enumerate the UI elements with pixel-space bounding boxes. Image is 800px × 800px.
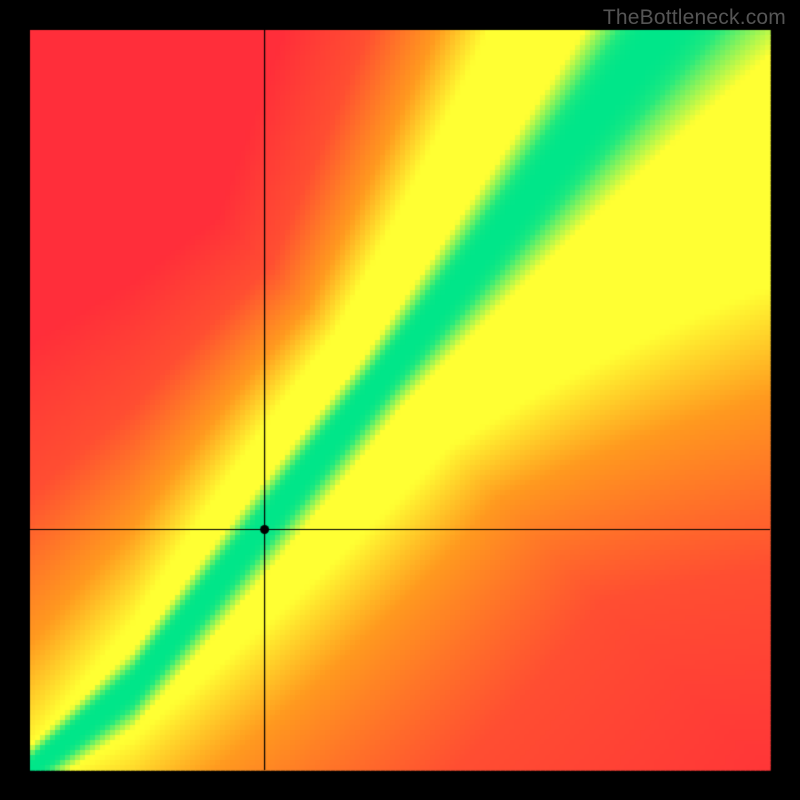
watermark-text: TheBottleneck.com	[603, 6, 786, 30]
bottleneck-heatmap	[0, 0, 800, 800]
chart-container: TheBottleneck.com	[0, 0, 800, 800]
